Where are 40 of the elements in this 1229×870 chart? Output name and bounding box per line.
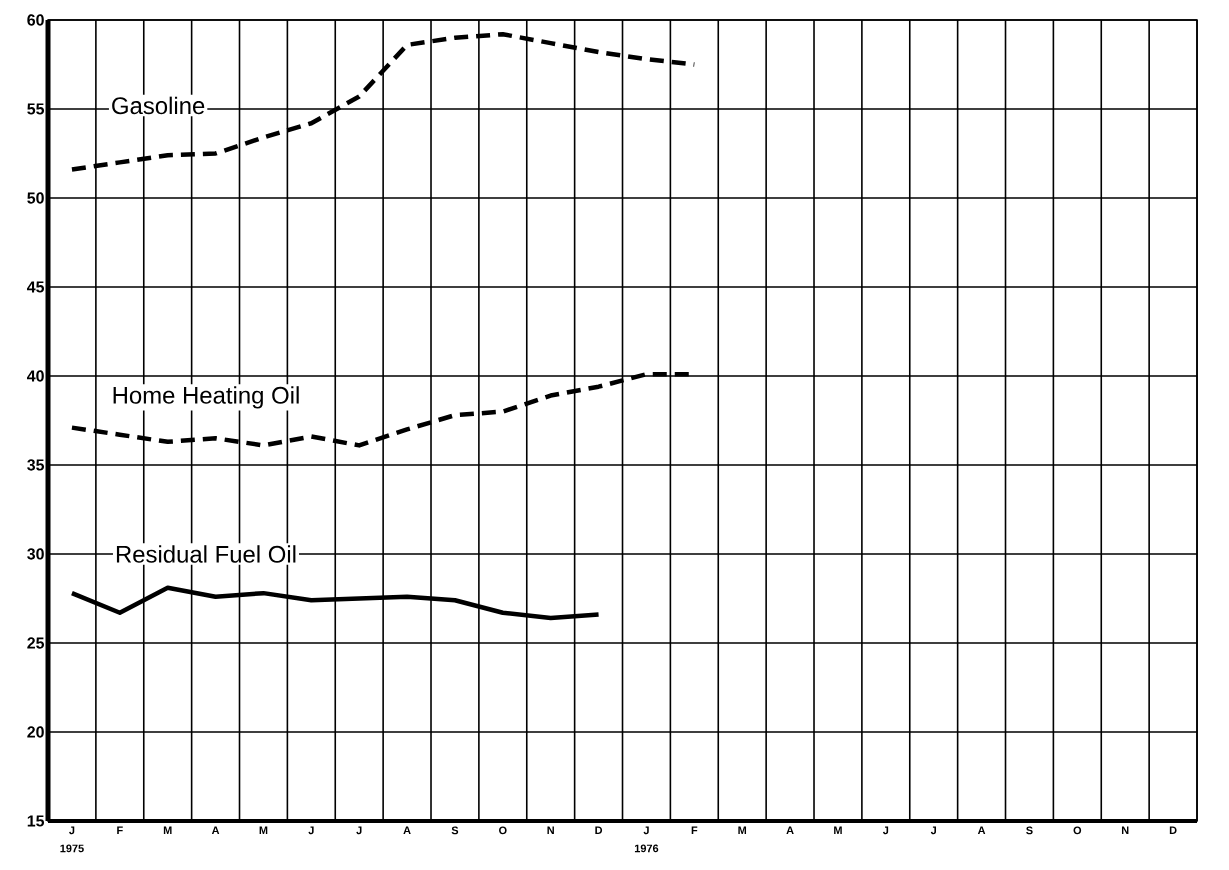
- x-tick-label: N: [547, 826, 554, 835]
- x-tick-label: J: [69, 826, 75, 835]
- x-tick-label: F: [117, 826, 123, 835]
- line-series: [69, 31, 697, 172]
- y-tick-label: 20: [27, 726, 44, 738]
- x-tick-label: J: [643, 826, 649, 835]
- x-tick-label: A: [403, 826, 411, 835]
- x-tick-label: O: [1073, 826, 1082, 835]
- x-tick-label: N: [1121, 826, 1129, 835]
- x-tick-label: M: [834, 826, 842, 835]
- series-label: Residual Fuel Oil: [116, 545, 296, 563]
- y-tick-label: 50: [27, 192, 44, 204]
- x-tick-label: F: [691, 826, 698, 835]
- x-tick-label: M: [259, 826, 268, 835]
- y-tick-label: 30: [27, 548, 44, 560]
- x-tick-label: J: [356, 826, 362, 835]
- x-tick-label: J: [882, 826, 889, 835]
- x-tick-label: M: [163, 826, 172, 835]
- text: 1976: [634, 844, 659, 853]
- x-tick-label: J: [930, 826, 936, 835]
- series-label: Home Heating Oil: [113, 386, 299, 409]
- x-tick-label: D: [595, 826, 603, 835]
- x-tick-label: A: [786, 826, 794, 835]
- y-tick-label: 60: [27, 14, 44, 26]
- x-tick-label: M: [738, 826, 747, 835]
- y-tick-label: 15: [27, 815, 45, 827]
- y-tick-label: 55: [27, 103, 45, 115]
- x-tick-label: S: [451, 826, 459, 835]
- x-tick-label: D: [1169, 826, 1177, 835]
- y-tick-label: 25: [27, 637, 45, 649]
- x-tick-label: A: [977, 826, 986, 835]
- y-tick-label: 45: [26, 281, 45, 293]
- x-tick-label: A: [211, 826, 220, 835]
- series-label: Gasoline: [112, 96, 205, 115]
- x-tick-label: J: [308, 826, 314, 835]
- x-tick-label: S: [1026, 826, 1033, 835]
- text: 1975: [60, 844, 84, 853]
- x-tick-label: O: [499, 826, 507, 835]
- y-tick-label: 40: [26, 370, 44, 382]
- y-tick-label: 35: [27, 459, 45, 471]
